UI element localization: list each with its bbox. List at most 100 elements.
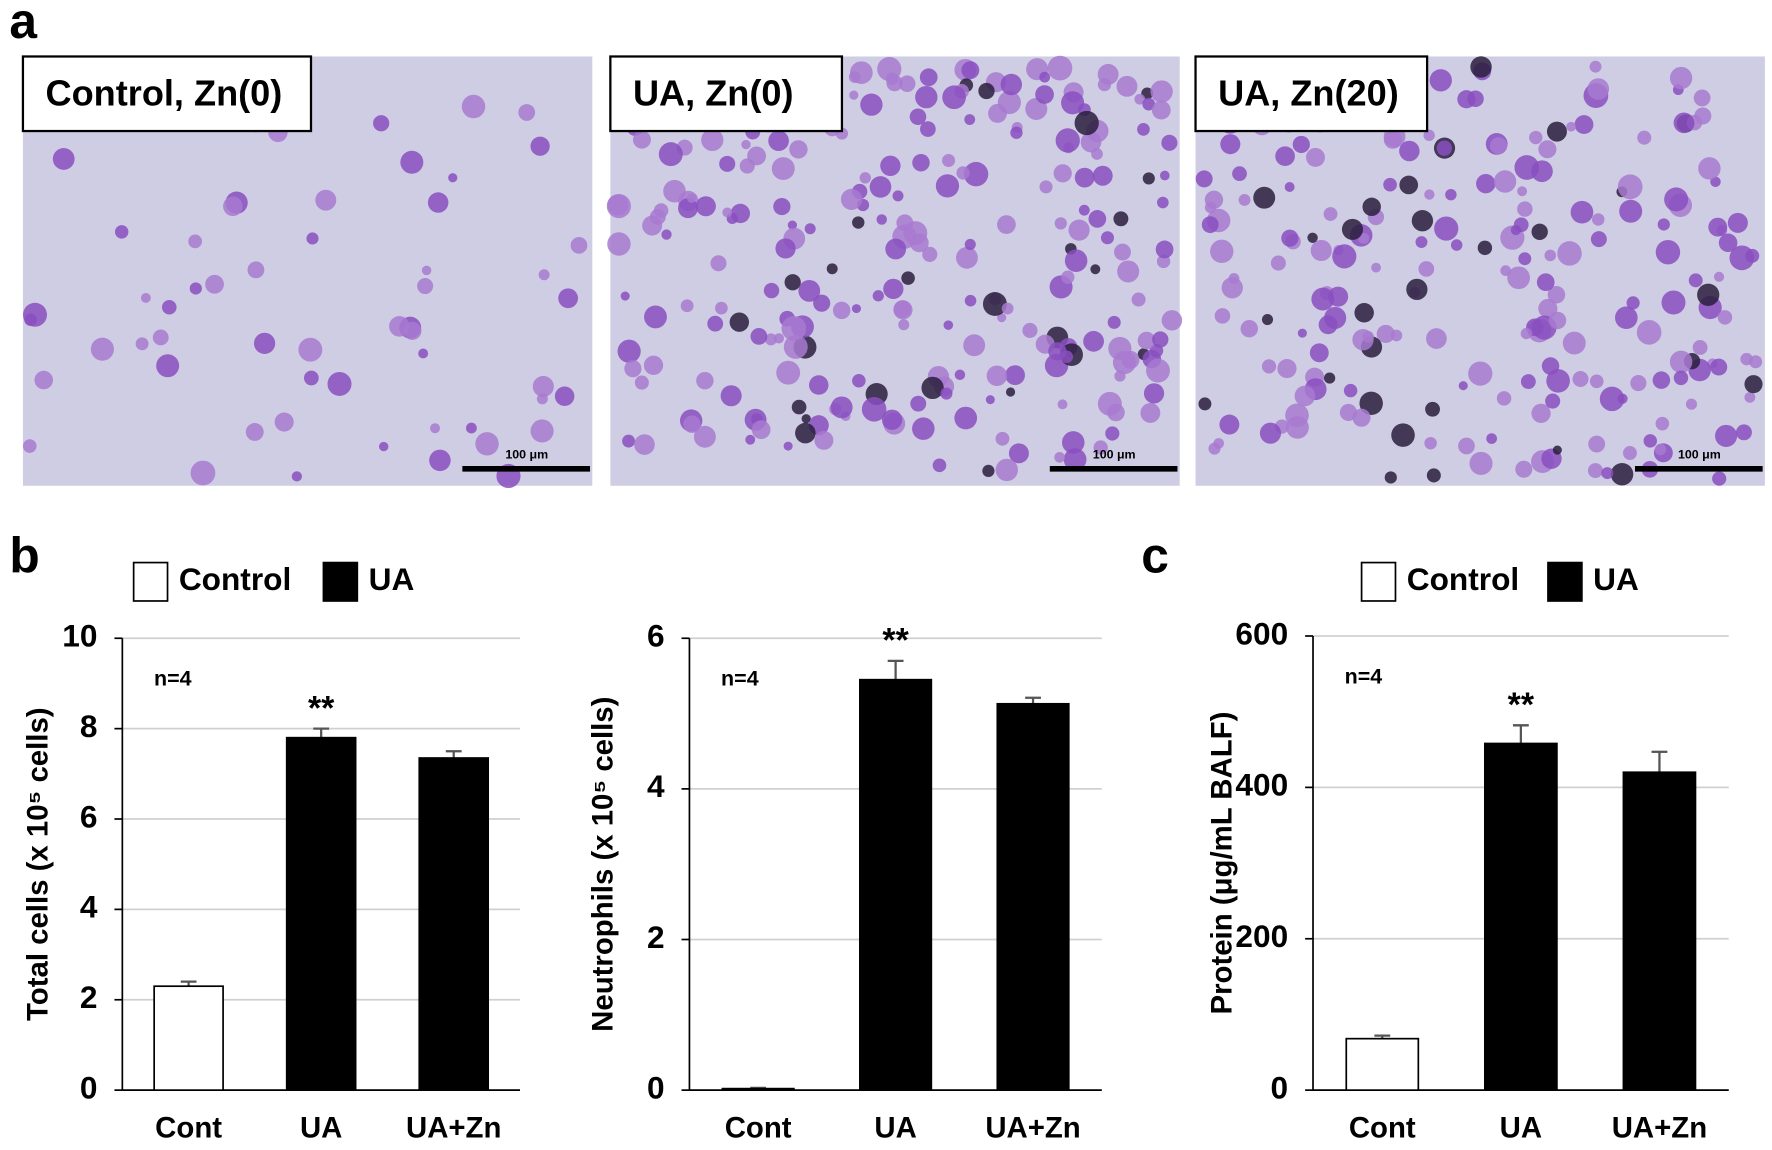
image-caption: Control, Zn(0) [46,73,283,114]
cell [859,172,871,184]
cell [1570,200,1594,224]
cell [205,274,224,294]
cell [1064,249,1088,272]
cell [1544,249,1557,262]
cell [1622,446,1637,460]
significance: ** [1508,686,1535,724]
note: n=4 [154,667,192,691]
cell [1744,391,1756,403]
cell [1717,310,1733,325]
cell [892,190,904,202]
cell [607,194,629,216]
cell [1688,273,1703,288]
cell [707,315,724,332]
cell [1261,359,1277,374]
cell [429,449,451,472]
x-tick-label: UA+Zn [1612,1111,1707,1144]
cell [1411,210,1434,232]
cell [1713,271,1725,282]
cell [1517,201,1533,217]
bar [1345,1037,1420,1091]
legend-label: Control [179,561,291,597]
cell [1425,401,1440,417]
cell [1617,174,1643,200]
cell [1005,365,1025,386]
cell [1039,71,1051,83]
cell [763,282,780,299]
cell [898,75,916,92]
cell [982,292,1007,316]
cell [1712,471,1727,486]
panel-label: c [1141,527,1169,583]
bar [721,1087,795,1091]
cell [1531,160,1553,183]
cell [1546,121,1567,142]
cell [942,85,966,110]
cell [715,301,728,315]
cell [1341,218,1364,240]
x-tick-label: UA [1500,1111,1542,1144]
cell [1469,451,1493,475]
cell [722,207,733,218]
cell [1091,148,1103,160]
cell [1068,219,1090,241]
cell [1039,180,1053,194]
cell [1232,166,1247,182]
cell [1518,252,1532,266]
cell [1654,443,1667,456]
cell [1277,358,1297,379]
y-tick-label: 200 [1235,918,1288,954]
cell [729,312,750,332]
cell [1557,241,1582,266]
cell [643,355,664,375]
cell [1061,431,1085,454]
cell [1655,239,1681,265]
cell [52,148,75,170]
legend-swatch [322,561,359,602]
cell [1061,270,1075,284]
cell [852,373,866,388]
cell [1415,236,1428,248]
cell [1022,322,1038,338]
cell [1376,324,1395,343]
cell [1445,188,1457,201]
cell [189,282,202,295]
y-tick-label: 2 [80,979,98,1015]
y-axis-label: Neutrophils (x 10⁵ cells) [586,697,619,1032]
cell [1114,243,1131,261]
legend-swatch [132,561,169,602]
cell [1636,320,1662,345]
cell [932,458,947,473]
cell [745,434,756,445]
cell [1424,436,1437,450]
cell [161,299,177,315]
cell [427,192,449,213]
cell [1204,190,1224,209]
cell [1323,207,1338,221]
cell [1010,126,1023,139]
cell [1310,239,1332,262]
cell [1589,60,1602,73]
cell [1371,262,1381,273]
scale-label: 100 μm [1678,448,1721,462]
cell [764,333,777,346]
cell [530,136,550,156]
cell [1131,292,1146,307]
cell [860,93,883,116]
cell [1061,91,1085,115]
cell [1240,319,1258,338]
cell [1093,440,1108,455]
cell [1496,391,1512,406]
cell [1710,358,1728,376]
x-tick-label: UA+Zn [985,1111,1080,1144]
cell [1426,468,1441,483]
cell [942,153,956,168]
cell [1744,375,1763,394]
cell [997,215,1016,234]
cell [1078,204,1090,216]
cell [1693,89,1711,107]
cell [1515,460,1533,478]
cell [140,292,151,303]
cell [881,409,903,430]
cell [1352,408,1371,427]
